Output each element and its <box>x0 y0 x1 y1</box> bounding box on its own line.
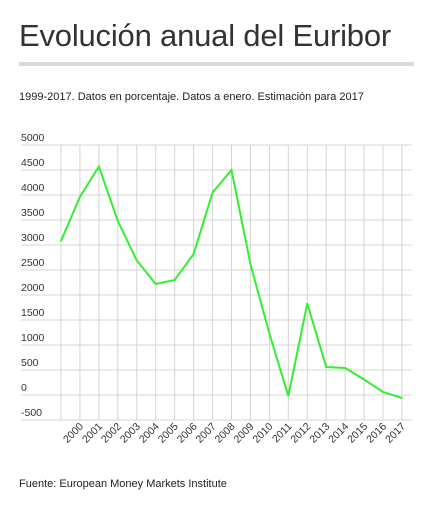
x-tick-label: 2000 <box>61 421 86 446</box>
y-tick-label: 3500 <box>21 207 45 219</box>
x-tick-label: 2005 <box>156 421 181 446</box>
data-point <box>287 395 290 397</box>
data-point <box>98 165 100 168</box>
y-tick-label: 1500 <box>21 307 45 319</box>
data-point <box>154 283 157 285</box>
y-tick-label: 5000 <box>21 132 45 144</box>
data-point <box>192 253 195 255</box>
x-tick-label: 2017 <box>383 421 408 446</box>
data-point <box>173 279 176 281</box>
data-point <box>325 366 328 368</box>
y-tick-label: -500 <box>21 407 42 419</box>
y-tick-label: 2500 <box>21 257 45 269</box>
x-tick-label: 2008 <box>213 421 238 446</box>
y-tick-label: 0 <box>21 382 27 394</box>
y-tick-label: 500 <box>21 357 39 369</box>
chart-series <box>60 164 403 399</box>
data-point <box>117 220 119 222</box>
data-point <box>344 367 346 369</box>
y-axis-ticks: 5000450040003500300025002000150010005000… <box>21 132 45 419</box>
x-tick-label: 2016 <box>364 421 389 446</box>
line-chart: 5000450040003500300025002000150010005000… <box>21 132 412 446</box>
data-point <box>363 378 365 381</box>
y-tick-label: 4000 <box>21 182 45 194</box>
x-tick-label: 2003 <box>118 421 143 446</box>
x-tick-label: 2010 <box>251 421 276 446</box>
x-tick-label: 2015 <box>345 421 370 446</box>
x-tick-label: 2004 <box>137 421 162 446</box>
y-tick-label: 4500 <box>21 157 45 169</box>
data-point <box>230 169 233 171</box>
x-tick-label: 2001 <box>80 421 105 446</box>
title-underline <box>19 62 414 66</box>
x-tick-label: 2012 <box>288 421 313 446</box>
data-point <box>306 302 309 305</box>
data-point <box>268 332 271 335</box>
chart-title: Evolución anual del Euribor <box>19 18 392 53</box>
y-tick-label: 1000 <box>21 332 45 344</box>
data-point <box>401 397 403 399</box>
chart-grid <box>21 144 412 421</box>
data-point <box>211 191 214 194</box>
data-point <box>382 391 384 393</box>
y-tick-label: 3000 <box>21 232 45 244</box>
x-tick-label: 2011 <box>270 421 295 446</box>
y-tick-label: 2000 <box>21 282 45 294</box>
chart-subtitle: 1999-2017. Datos en porcentaje. Datos a … <box>19 91 364 103</box>
data-point <box>79 196 81 198</box>
x-tick-label: 2002 <box>99 421 124 446</box>
x-axis-ticks: 2000200120022003200420052006200720082009… <box>61 421 408 446</box>
x-tick-label: 2007 <box>194 421 219 446</box>
x-tick-label: 2014 <box>326 421 351 446</box>
data-point <box>135 259 138 262</box>
data-point <box>60 240 62 242</box>
x-tick-label: 2006 <box>175 421 200 446</box>
x-tick-label: 2013 <box>307 421 332 446</box>
source-note: Fuente: European Money Markets Institute <box>19 478 227 490</box>
x-tick-label: 2009 <box>232 421 257 446</box>
data-point <box>249 263 252 265</box>
